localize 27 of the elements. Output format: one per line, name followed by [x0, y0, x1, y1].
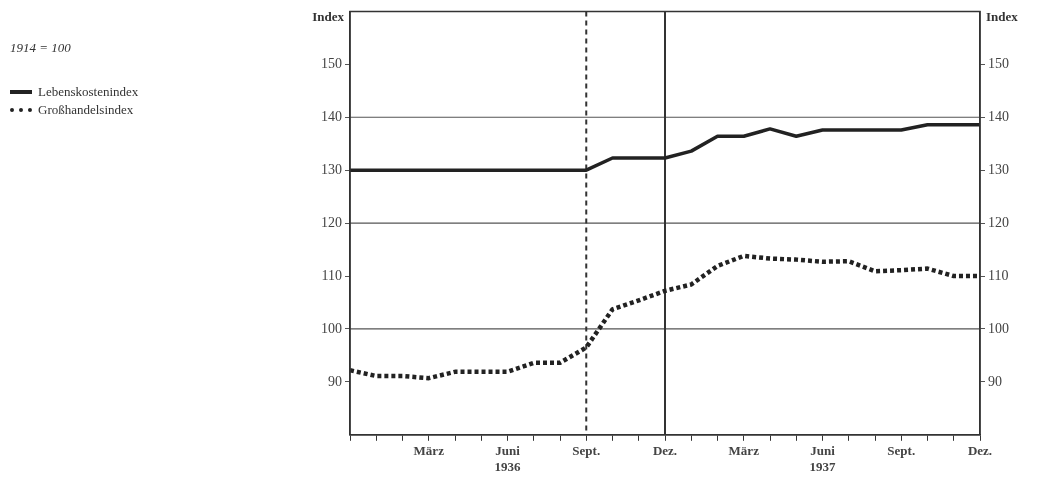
- y2-tick-label: 90: [988, 373, 1002, 389]
- y-tick-label: 120: [321, 214, 342, 230]
- y2-tick-label: 120: [988, 214, 1009, 230]
- y-tick-label: 100: [321, 320, 342, 336]
- x-tick-label: Dez.: [967, 442, 993, 458]
- y2-tick-label: 130: [988, 161, 1009, 177]
- y-tick-label: 90: [328, 373, 342, 389]
- legend-label: Großhandelsindex: [38, 102, 134, 118]
- x-tick-label: Sept.: [887, 442, 916, 458]
- text: 1914 = 100: [10, 40, 72, 56]
- x-tick-label: Juni 1936: [494, 442, 521, 474]
- x-tick-label: März: [413, 442, 445, 458]
- y2-tick-label: 110: [988, 267, 1009, 283]
- y2-tick-label: 140: [988, 108, 1009, 124]
- y-axis-title: Index: [312, 8, 345, 24]
- x-tick-label: März: [728, 442, 760, 458]
- legend-label: Lebenskostenindex: [38, 84, 139, 100]
- y-tick-label: 110: [321, 267, 342, 283]
- y-tick-label: 140: [321, 108, 342, 124]
- x-tick-label: Juni 1937: [809, 442, 836, 474]
- y2-tick-label: 100: [988, 320, 1009, 336]
- y2-tick-label: 150: [988, 56, 1009, 71]
- y2-axis-title: Index: [986, 8, 1019, 24]
- x-tick-label: Dez.: [652, 442, 678, 458]
- x-tick-label: Sept.: [572, 442, 601, 458]
- y-tick-label: 150: [321, 56, 342, 71]
- y-tick-label: 130: [321, 161, 342, 177]
